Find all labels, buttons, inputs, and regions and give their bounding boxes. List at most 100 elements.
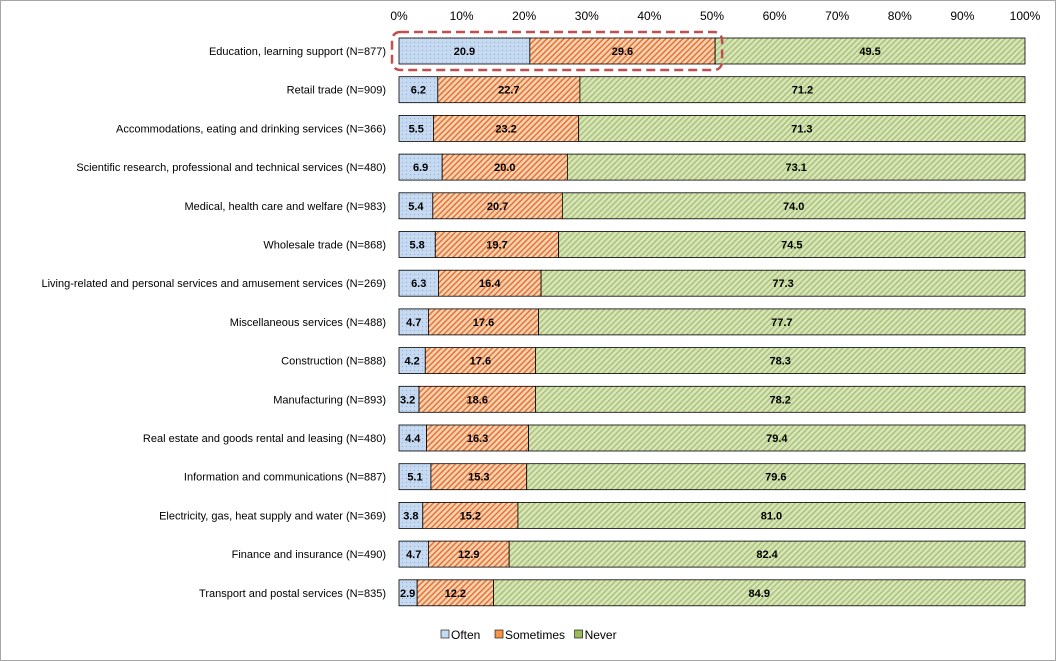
bar-often <box>398 192 434 220</box>
x-tick-label: 70% <box>825 9 849 23</box>
category-label: Miscellaneous services (N=488) <box>230 317 386 329</box>
data-label: 78.2 <box>770 394 791 406</box>
x-tick-label: 0% <box>390 9 408 23</box>
bar-often <box>398 269 439 297</box>
category-label: Finance and insurance (N=490) <box>232 549 386 561</box>
bar-never <box>528 424 1026 452</box>
bar-never <box>535 385 1026 413</box>
data-label: 12.2 <box>445 588 466 600</box>
bar-sometimes <box>529 37 716 65</box>
data-label: 78.3 <box>770 356 791 368</box>
data-label: 6.3 <box>411 278 426 290</box>
x-tick-label: 60% <box>763 9 787 23</box>
data-label: 4.7 <box>406 549 421 561</box>
bar-sometimes <box>437 76 581 104</box>
category-label: Living-related and personal services and… <box>41 278 386 290</box>
data-label: 19.7 <box>486 240 507 252</box>
data-label: 73.1 <box>785 162 806 174</box>
data-label: 4.2 <box>404 356 419 368</box>
bar-often <box>398 37 531 65</box>
bar-sometimes <box>422 501 519 529</box>
x-tick-label: 40% <box>637 9 661 23</box>
data-label: 12.9 <box>458 549 479 561</box>
bar-never <box>538 308 1026 336</box>
data-label: 74.5 <box>781 240 802 252</box>
category-label: Education, learning support (N=877) <box>209 46 386 58</box>
bar-sometimes <box>428 308 539 336</box>
category-label: Retail trade (N=909) <box>287 85 386 97</box>
legend-label: Often <box>451 628 480 642</box>
bar-never <box>540 269 1026 297</box>
data-label: 22.7 <box>498 85 519 97</box>
category-label: Construction (N=888) <box>281 356 386 368</box>
category-labels: Education, learning support (N=877) Retai… <box>41 46 386 600</box>
bar-never <box>561 192 1026 220</box>
data-label: 74.0 <box>783 201 804 213</box>
data-label: 81.0 <box>761 510 782 522</box>
bar-never <box>535 347 1026 375</box>
category-label: Information and communications (N=887) <box>184 472 386 484</box>
data-label: 5.4 <box>408 201 424 213</box>
bar-often <box>398 231 436 258</box>
data-label: 3.2 <box>400 394 415 406</box>
data-label: 17.6 <box>470 356 491 368</box>
data-label: 17.6 <box>473 317 494 329</box>
x-tick-label: 20% <box>512 9 536 23</box>
bar-never <box>579 76 1026 104</box>
bar-sometimes <box>433 115 580 142</box>
data-label: 77.7 <box>771 317 792 329</box>
bars: 20.9 29.6 49.5 6.2 22.7 71.2 5.5 23.2 71.3 6.9 20.… <box>398 37 1026 607</box>
category-label: Medical, health care and welfare (N=983) <box>185 201 386 213</box>
data-label: 82.4 <box>756 549 778 561</box>
x-tick-label: 100% <box>1010 9 1041 23</box>
bar-often <box>398 153 443 181</box>
bar-never <box>714 37 1026 65</box>
data-label: 15.2 <box>460 510 481 522</box>
data-label: 6.2 <box>411 85 426 97</box>
bar-sometimes <box>432 192 563 220</box>
x-tick-label: 10% <box>450 9 474 23</box>
data-label: 20.7 <box>487 201 508 213</box>
legend-swatch-often <box>440 629 450 639</box>
bar-often <box>398 308 429 336</box>
bar-often <box>398 540 429 568</box>
category-label: Manufacturing (N=893) <box>273 394 386 406</box>
data-label: 29.6 <box>612 46 633 58</box>
highlight-box <box>390 30 724 72</box>
data-label: 15.3 <box>468 472 489 484</box>
data-label: 71.3 <box>791 123 812 135</box>
data-label: 16.4 <box>479 278 501 290</box>
data-label: 20.0 <box>494 162 515 174</box>
data-label: 71.2 <box>792 85 813 97</box>
data-label: 4.7 <box>406 317 421 329</box>
category-label: Accommodations, eating and drinking serv… <box>116 123 386 135</box>
legend-label: Sometimes <box>505 628 565 642</box>
bar-sometimes <box>434 231 560 258</box>
bar-often <box>398 463 432 491</box>
data-label: 49.5 <box>859 46 880 58</box>
x-tick-label: 80% <box>888 9 912 23</box>
data-label: 79.4 <box>766 433 788 445</box>
data-label: 79.6 <box>765 472 786 484</box>
bar-sometimes <box>426 424 529 452</box>
bar-never <box>517 501 1026 529</box>
data-label: 16.3 <box>467 433 488 445</box>
data-label: 84.9 <box>749 588 770 600</box>
category-label: Electricity, gas, heat supply and water … <box>159 510 386 522</box>
bar-never <box>558 231 1026 258</box>
data-label: 5.5 <box>409 123 424 135</box>
data-label: 77.3 <box>772 278 793 290</box>
bar-never <box>526 463 1026 491</box>
legend-label: Never <box>585 628 617 642</box>
bar-never <box>566 153 1026 181</box>
highlight-rect <box>390 30 724 72</box>
bar-never <box>493 579 1026 607</box>
bar-never <box>508 540 1026 568</box>
category-label: Wholesale trade (N=868) <box>263 240 386 252</box>
data-label: 23.2 <box>495 123 516 135</box>
x-axis: 0% 10% 20% 30% 40% 50% 60% 70% 80% 90% 100% <box>390 9 1040 23</box>
x-tick-label: 50% <box>700 9 724 23</box>
category-label: Real estate and goods rental and leasing… <box>143 433 386 445</box>
